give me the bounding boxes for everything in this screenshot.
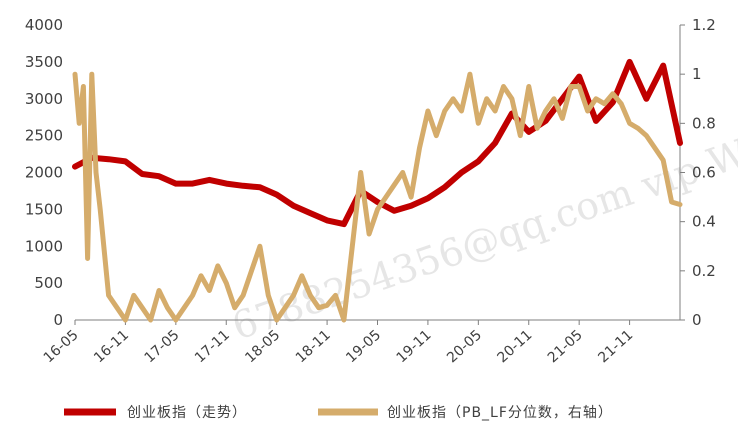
left-tick-label: 3000 — [25, 90, 63, 108]
x-tick-label: 18-11 — [293, 327, 334, 366]
right-tick-label: 0.2 — [692, 262, 716, 280]
right-axis: 0 0.2 0.4 0.6 0.8 1 1.2 — [680, 16, 716, 329]
series-layer — [72, 58, 683, 323]
series-line-index — [72, 58, 683, 228]
left-axis: 0 500 1000 1500 2000 2500 3000 3500 4000 — [25, 16, 63, 329]
left-tick-label: 2500 — [25, 127, 63, 145]
x-tick-label: 19-11 — [394, 327, 435, 366]
left-tick-label: 1500 — [25, 200, 63, 218]
x-tick-label: 16-05 — [41, 327, 82, 366]
right-tick-label: 0.8 — [692, 114, 716, 132]
x-tick-label: 19-05 — [343, 327, 384, 366]
left-tick-label: 4000 — [25, 16, 63, 34]
legend-label-pb: 创业板指（PB_LF分位数，右轴） — [387, 405, 613, 421]
right-tick-label: 0.6 — [692, 164, 716, 182]
left-tick-label: 3500 — [25, 53, 63, 71]
x-axis: 16-05 16-11 17-05 17-11 18-05 18-11 19-05 19-11… — [41, 320, 636, 366]
left-tick-label: 1000 — [25, 237, 63, 255]
x-tick-label: 21-11 — [595, 327, 636, 366]
right-tick-label: 1 — [692, 65, 702, 83]
x-tick-label: 16-11 — [91, 327, 132, 366]
x-tick-label: 17-05 — [142, 327, 183, 366]
legend-label-index: 创业板指（走势） — [127, 405, 247, 421]
series-line-pb-percentile — [72, 71, 683, 323]
x-tick-label: 21-05 — [545, 327, 586, 366]
left-tick-label: 2000 — [25, 164, 63, 182]
legend: 创业板指（走势） 创业板指（PB_LF分位数，右轴） — [64, 405, 613, 421]
x-tick-label: 17-11 — [192, 327, 233, 366]
x-tick-label: 20-11 — [494, 327, 535, 366]
left-tick-label: 500 — [34, 274, 63, 292]
right-tick-label: 1.2 — [692, 16, 716, 34]
left-tick-label: 0 — [53, 311, 63, 329]
right-tick-label: 0 — [692, 311, 702, 329]
x-tick-label: 20-05 — [444, 327, 485, 366]
right-tick-label: 0.4 — [692, 213, 716, 231]
